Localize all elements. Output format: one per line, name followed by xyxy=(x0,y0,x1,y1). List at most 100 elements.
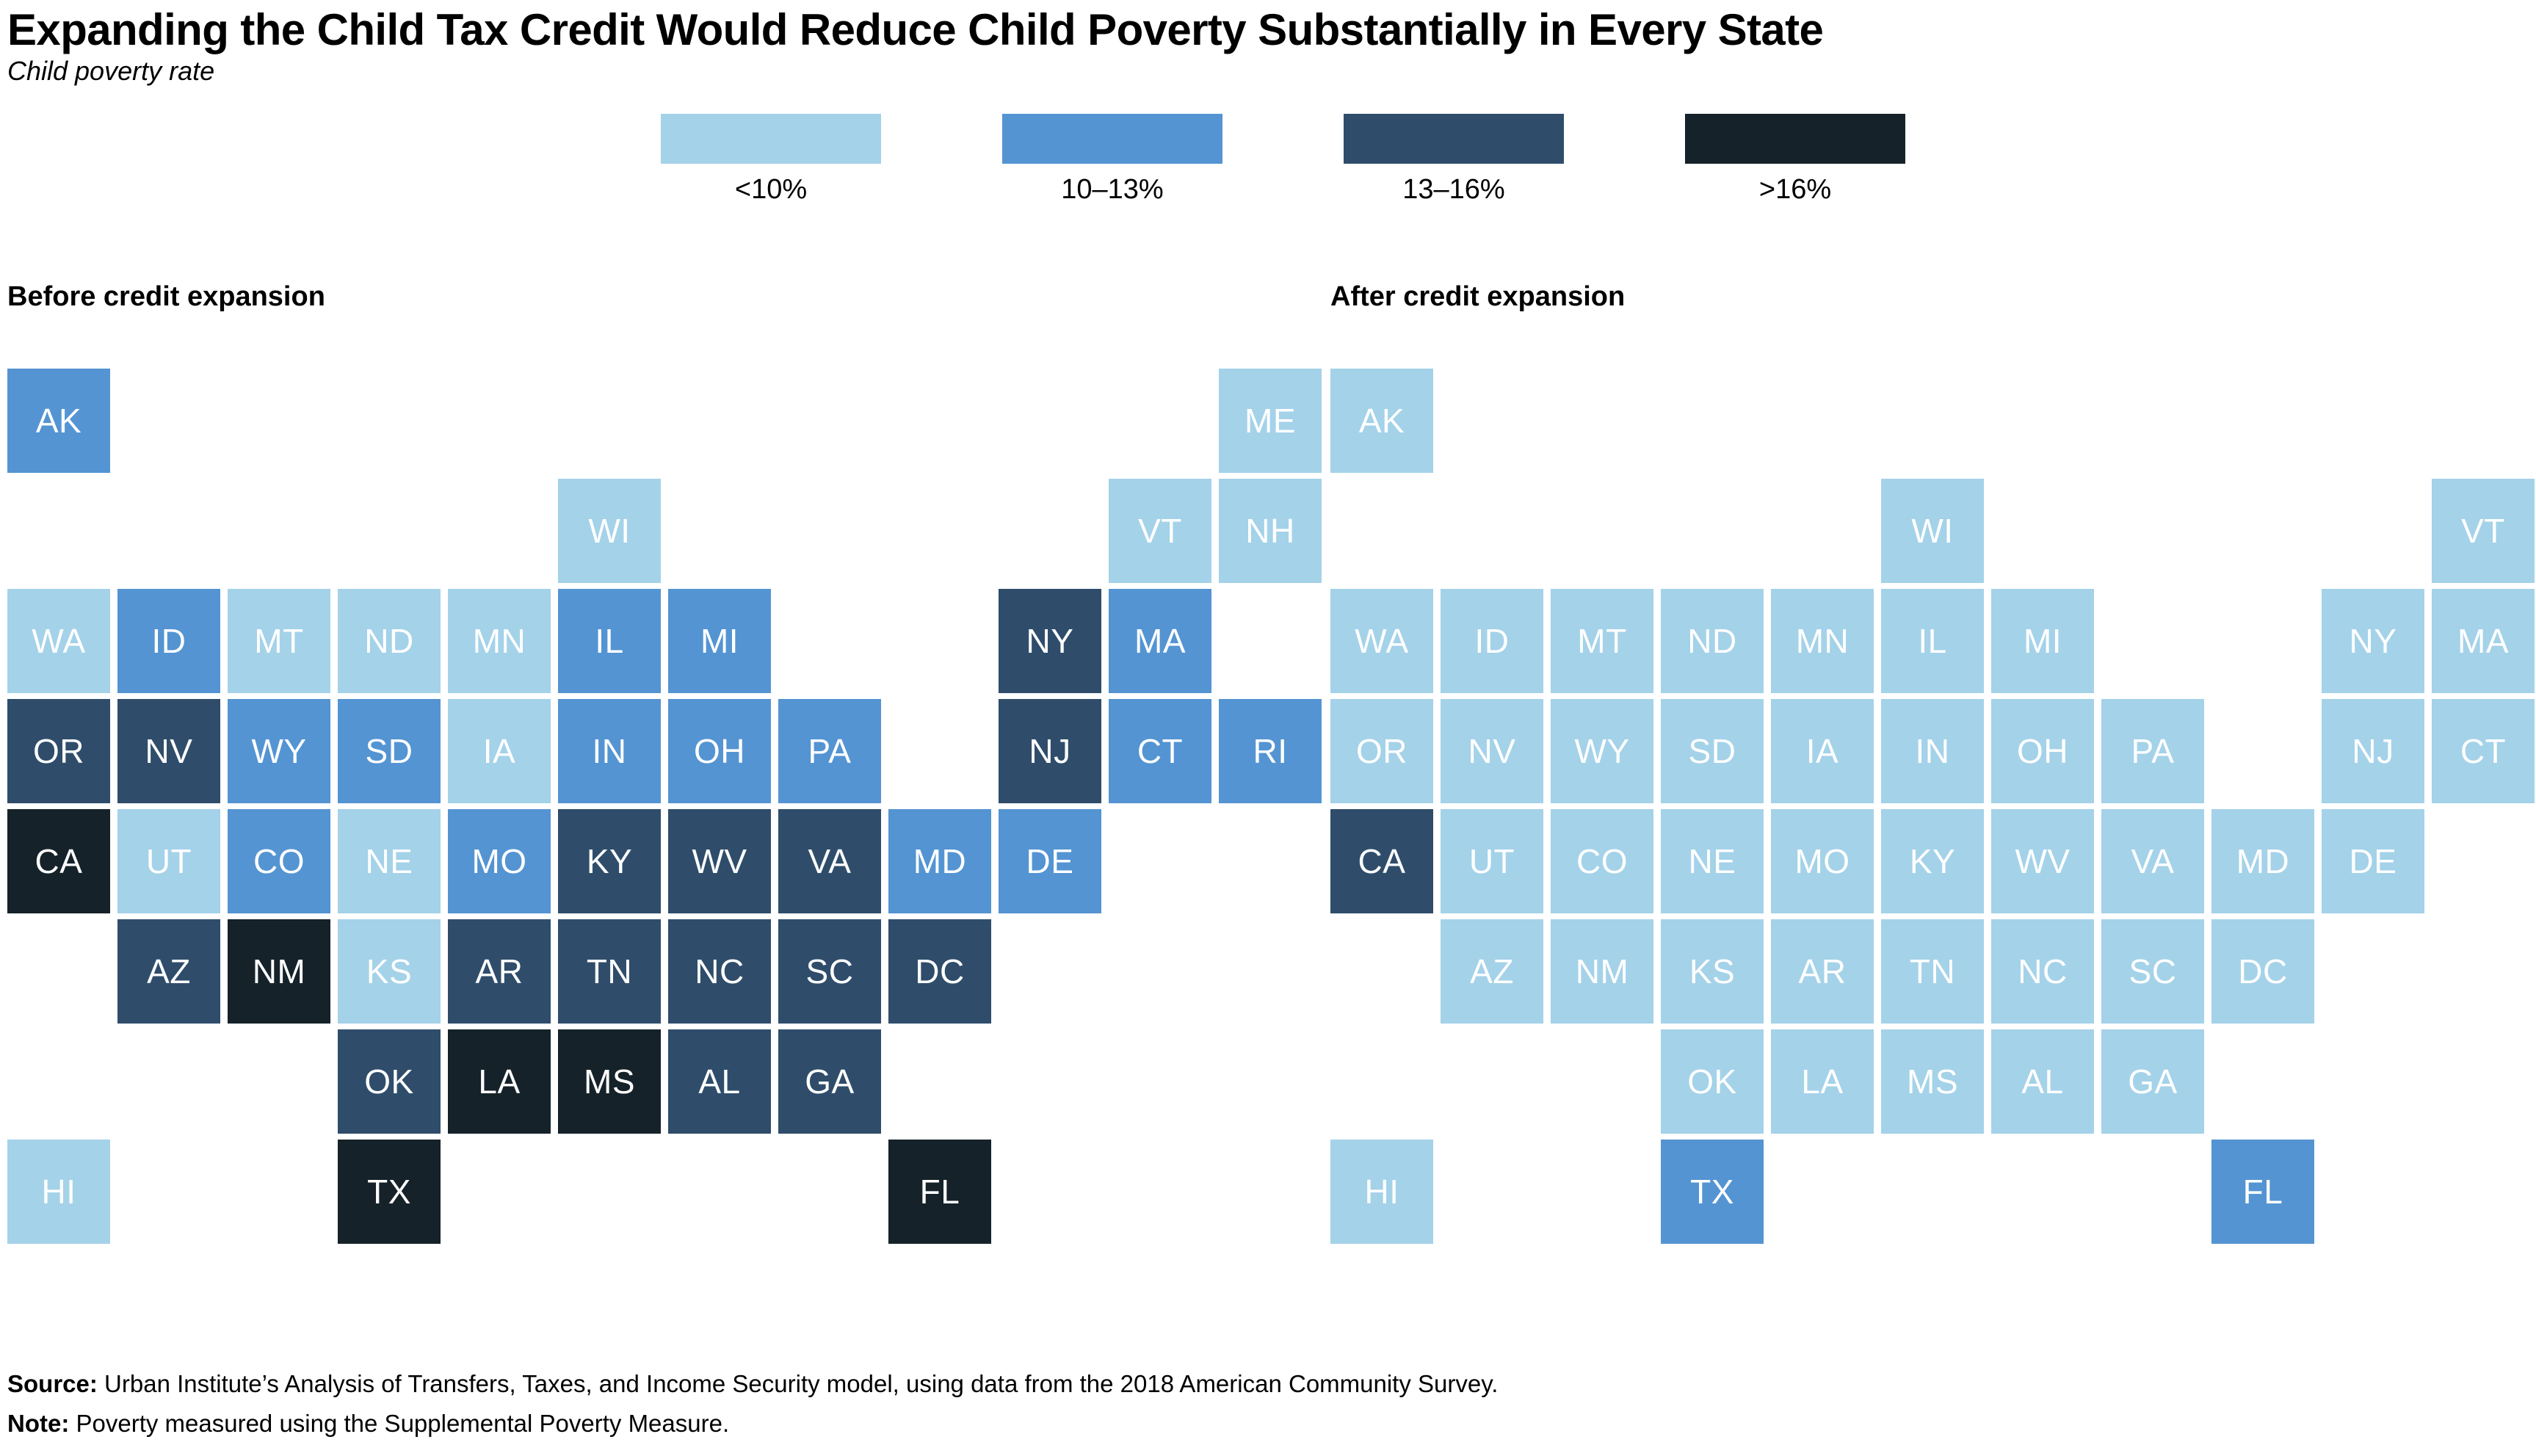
state-tile-nj-before: NJ xyxy=(999,699,1101,803)
state-tile-wi-before: WI xyxy=(558,479,661,583)
state-tile-ne-before: NE xyxy=(338,809,441,913)
state-tile-co-before: CO xyxy=(228,809,330,913)
note-line: Note: Poverty measured using the Supplem… xyxy=(7,1410,2504,1438)
state-tile-la-after: LA xyxy=(1771,1029,1874,1134)
state-tile-in-after: IN xyxy=(1881,699,1984,803)
legend-swatch-b4 xyxy=(1685,114,1905,164)
state-tile-ks-before: KS xyxy=(338,919,441,1024)
state-tile-wa-after: WA xyxy=(1330,589,1433,693)
state-tile-ar-after: AR xyxy=(1771,919,1874,1024)
state-tile-sd-before: SD xyxy=(338,699,441,803)
state-tile-nh-before: NH xyxy=(1219,479,1322,583)
state-tile-nd-after: ND xyxy=(1661,589,1764,693)
state-tile-nj-after: NJ xyxy=(2322,699,2424,803)
state-tile-sc-before: SC xyxy=(778,919,881,1024)
state-tile-vt-before: VT xyxy=(1109,479,1211,583)
state-tile-ms-after: MS xyxy=(1881,1029,1984,1134)
legend-item-b2: 10–13% xyxy=(1002,114,1222,206)
state-tile-nv-before: NV xyxy=(117,699,220,803)
state-tile-ny-before: NY xyxy=(999,589,1101,693)
state-tile-ct-after: CT xyxy=(2432,699,2535,803)
state-tile-in-before: IN xyxy=(558,699,661,803)
source-line: Source: Urban Institute’s Analysis of Tr… xyxy=(7,1370,2504,1398)
state-tile-me-before: ME xyxy=(1219,369,1322,473)
state-tile-az-after: AZ xyxy=(1441,919,1543,1024)
state-tile-oh-after: OH xyxy=(1991,699,2094,803)
state-tile-wa-before: WA xyxy=(7,589,110,693)
legend-label-b4: >16% xyxy=(1758,174,1832,205)
tile-map-before-credit-expansion: AK ME WI VT NH WA ID MT ND MN IL MI NY MA OR NV WY SD IA IN… xyxy=(7,369,1322,1250)
state-tile-va-before: VA xyxy=(778,809,881,913)
state-tile-oh-before: OH xyxy=(668,699,771,803)
legend-item-b3: 13–16% xyxy=(1344,114,1564,206)
state-tile-md-after: MD xyxy=(2211,809,2314,913)
panel-heading-after: After credit expansion xyxy=(1330,281,1626,312)
state-tile-ut-before: UT xyxy=(117,809,220,913)
state-tile-nm-after: NM xyxy=(1551,919,1653,1024)
chart-subtitle: Child poverty rate xyxy=(7,56,215,86)
panel-heading-before: Before credit expansion xyxy=(7,281,325,312)
state-tile-tx-after: TX xyxy=(1661,1140,1764,1244)
state-tile-ia-after: IA xyxy=(1771,699,1874,803)
state-tile-id-after: ID xyxy=(1441,589,1543,693)
state-tile-wv-after: WV xyxy=(1991,809,2094,913)
state-tile-la-before: LA xyxy=(448,1029,551,1134)
state-tile-sc-after: SC xyxy=(2101,919,2204,1024)
state-tile-mn-before: MN xyxy=(448,589,551,693)
state-tile-nd-before: ND xyxy=(338,589,441,693)
state-tile-ri-before: RI xyxy=(1219,699,1322,803)
state-tile-de-after: DE xyxy=(2322,809,2424,913)
legend-label-b3: 13–16% xyxy=(1402,174,1505,205)
state-tile-nc-after: NC xyxy=(1991,919,2094,1024)
state-tile-wv-before: WV xyxy=(668,809,771,913)
state-tile-tn-after: TN xyxy=(1881,919,1984,1024)
state-tile-ky-after: KY xyxy=(1881,809,1984,913)
state-tile-ks-after: KS xyxy=(1661,919,1764,1024)
state-tile-mn-after: MN xyxy=(1771,589,1874,693)
note-text: Poverty measured using the Supplemental … xyxy=(69,1410,730,1437)
state-tile-id-before: ID xyxy=(117,589,220,693)
state-tile-ca-before: CA xyxy=(7,809,110,913)
state-tile-il-after: IL xyxy=(1881,589,1984,693)
state-tile-mt-after: MT xyxy=(1551,589,1653,693)
state-tile-ma-before: MA xyxy=(1109,589,1211,693)
state-tile-or-before: OR xyxy=(7,699,110,803)
state-tile-de-before: DE xyxy=(999,809,1101,913)
state-tile-ne-after: NE xyxy=(1661,809,1764,913)
state-tile-fl-after: FL xyxy=(2211,1140,2314,1244)
state-tile-ga-before: GA xyxy=(778,1029,881,1134)
state-tile-fl-before: FL xyxy=(888,1140,991,1244)
state-tile-ar-before: AR xyxy=(448,919,551,1024)
state-tile-sd-after: SD xyxy=(1661,699,1764,803)
state-tile-az-before: AZ xyxy=(117,919,220,1024)
legend-label-b2: 10–13% xyxy=(1061,174,1164,205)
legend-swatch-b3 xyxy=(1344,114,1564,164)
state-tile-wy-before: WY xyxy=(228,699,330,803)
state-tile-wi-after: WI xyxy=(1881,479,1984,583)
state-tile-tx-before: TX xyxy=(338,1140,441,1244)
state-tile-ok-after: OK xyxy=(1661,1029,1764,1134)
state-tile-nc-before: NC xyxy=(668,919,771,1024)
state-tile-dc-after: DC xyxy=(2211,919,2314,1024)
state-tile-dc-before: DC xyxy=(888,919,991,1024)
legend: <10% 10–13% 13–16% >16% xyxy=(661,114,1909,217)
state-tile-il-before: IL xyxy=(558,589,661,693)
state-tile-al-after: AL xyxy=(1991,1029,2094,1134)
page-title: Expanding the Child Tax Credit Would Red… xyxy=(7,5,1824,54)
tile-map-after-credit-expansion: AKMEWIVTNHWAIDMTNDMNILMINYMAORNVWYSDIAIN… xyxy=(1330,369,2536,1250)
state-tile-mo-after: MO xyxy=(1771,809,1874,913)
state-tile-ok-before: OK xyxy=(338,1029,441,1134)
state-tile-ms-before: MS xyxy=(558,1029,661,1134)
footer: Source: Urban Institute’s Analysis of Tr… xyxy=(7,1370,2504,1449)
state-tile-pa-before: PA xyxy=(778,699,881,803)
legend-swatch-b2 xyxy=(1002,114,1222,164)
state-tile-va-after: VA xyxy=(2101,809,2204,913)
state-tile-ut-after: UT xyxy=(1441,809,1543,913)
state-tile-ak-before: AK xyxy=(7,369,110,473)
state-tile-ia-before: IA xyxy=(448,699,551,803)
state-tile-ma-after: MA xyxy=(2432,589,2535,693)
state-tile-ct-before: CT xyxy=(1109,699,1211,803)
source-label: Source: xyxy=(7,1370,98,1397)
state-tile-hi-before: HI xyxy=(7,1140,110,1244)
